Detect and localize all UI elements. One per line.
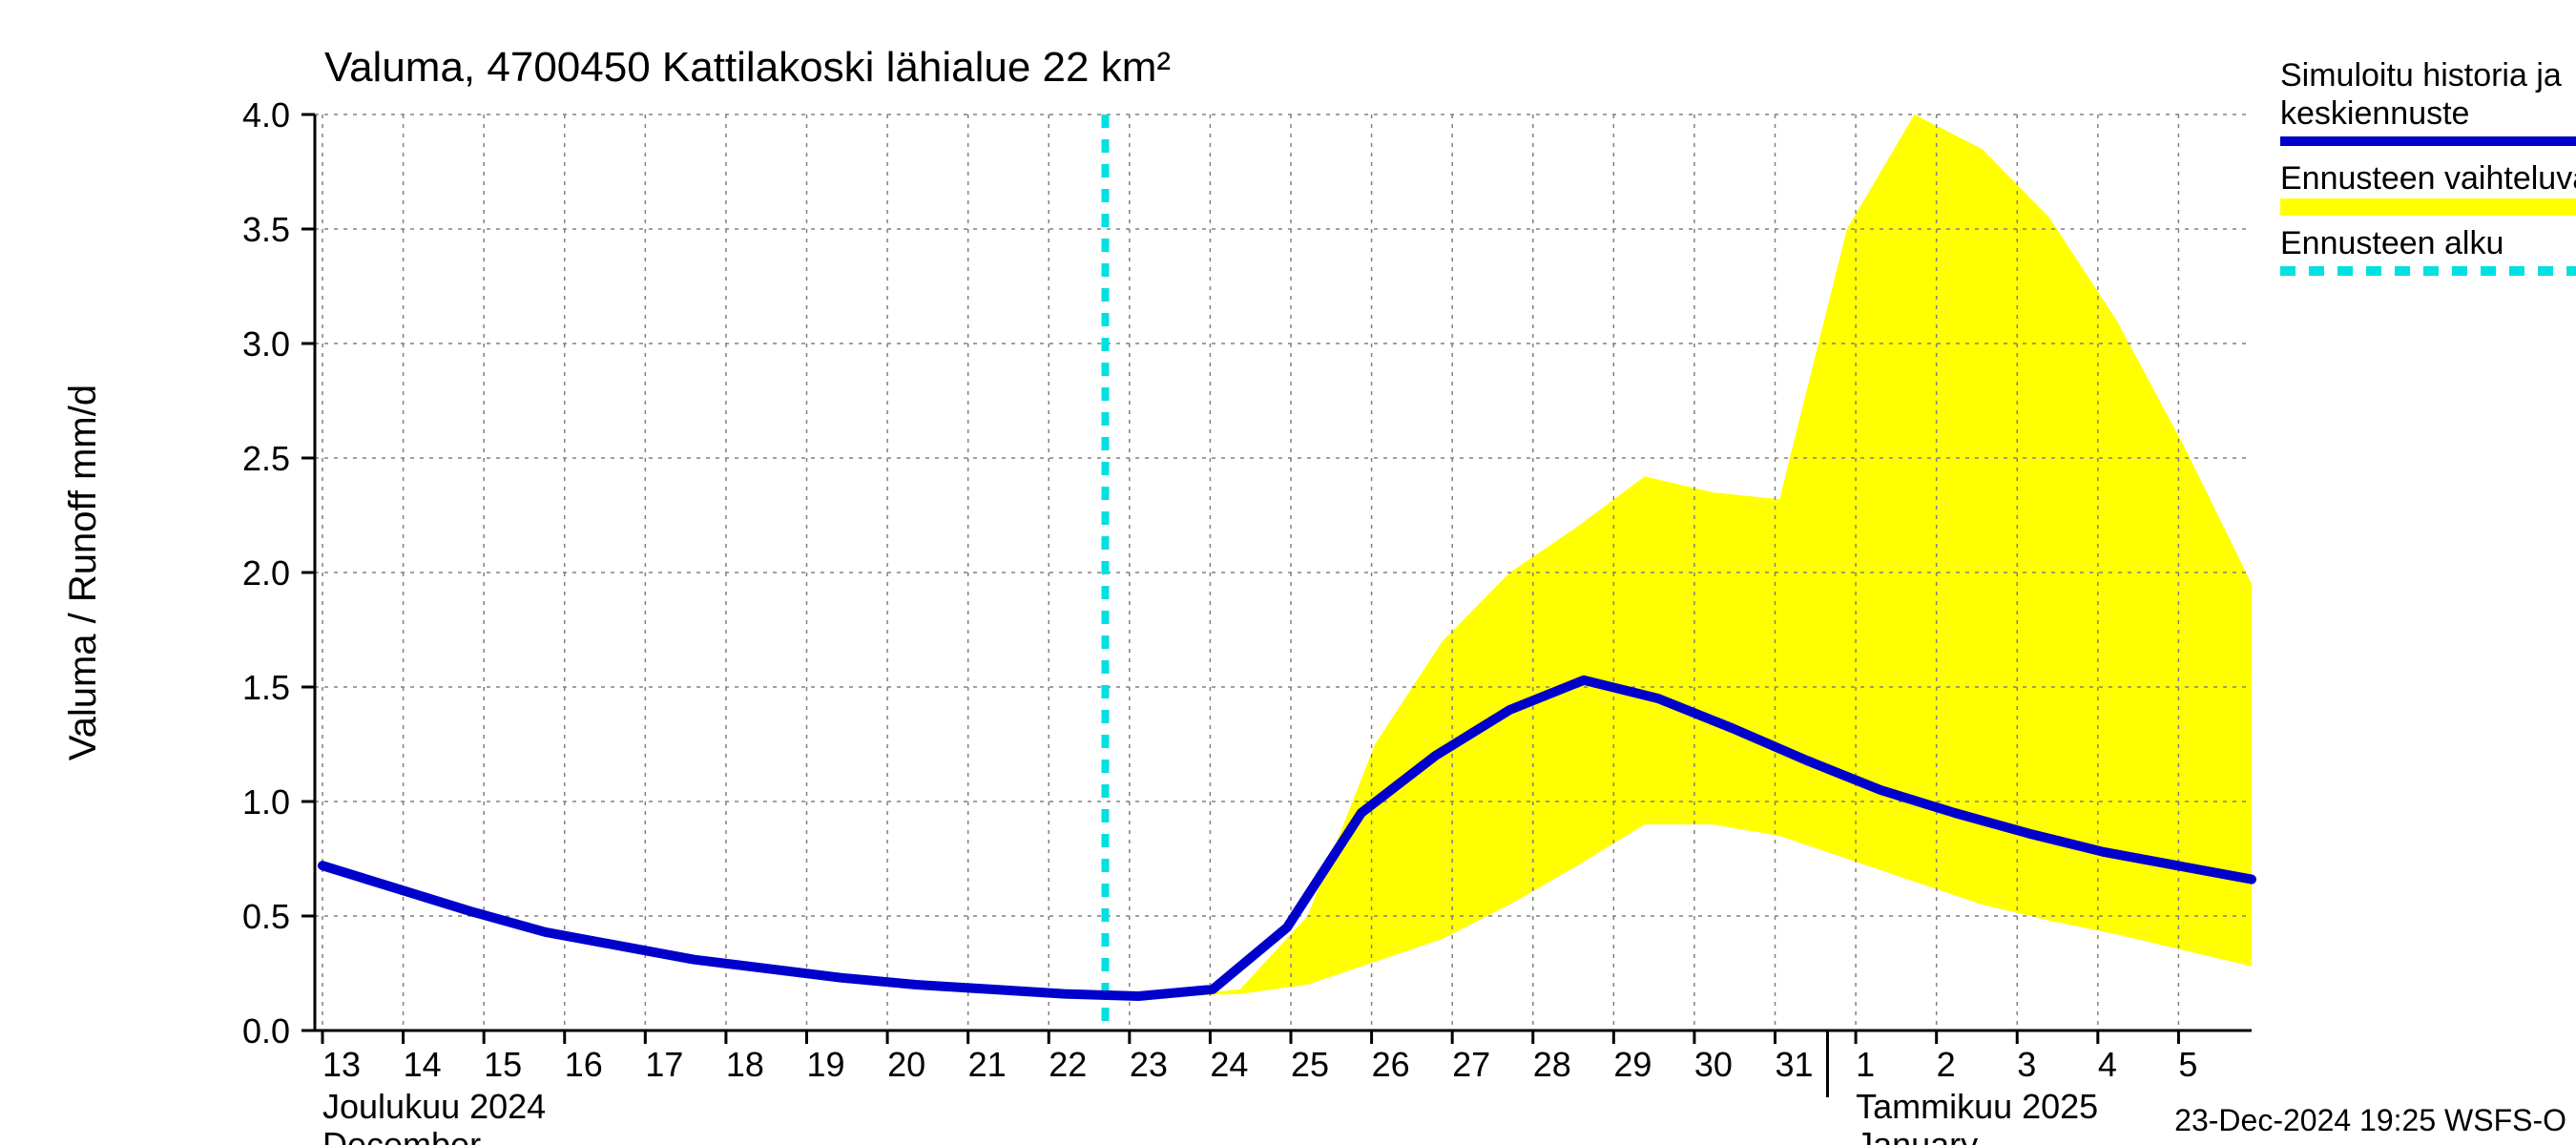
x-tick-label: 21 (968, 1045, 1007, 1084)
x-tick-label: 22 (1049, 1045, 1087, 1084)
chart-title: Valuma, 4700450 Kattilakoski lähialue 22… (324, 44, 1171, 91)
y-axis-title: Valuma / Runoff mm/d (62, 385, 104, 760)
y-tick-label: 1.0 (242, 782, 290, 822)
x-tick-label: 17 (645, 1045, 683, 1084)
y-tick-label: 1.5 (242, 668, 290, 707)
legend-label: Ennusteen vaihteluväli (2280, 160, 2576, 197)
y-tick-label: 3.5 (242, 210, 290, 249)
x-tick-label: 31 (1776, 1045, 1814, 1084)
legend-label: keskiennuste (2280, 95, 2469, 132)
x-tick-label: 29 (1613, 1045, 1652, 1084)
x-tick-label: 19 (807, 1045, 845, 1084)
x-tick-label: 27 (1452, 1045, 1490, 1084)
runoff-chart: 0.00.51.01.52.02.53.03.54.01314151617181… (0, 0, 2576, 1145)
x-tick-label: 23 (1130, 1045, 1168, 1084)
legend-swatch-area (2280, 198, 2576, 216)
x-tick-label: 20 (887, 1045, 925, 1084)
x-tick-label: 24 (1210, 1045, 1248, 1084)
legend-label: Ennusteen alku (2280, 225, 2503, 261)
legend-label: Simuloitu historia ja (2280, 57, 2562, 94)
x-tick-label: 15 (484, 1045, 522, 1084)
month-label: January (1856, 1125, 1978, 1145)
y-tick-label: 2.5 (242, 439, 290, 478)
x-tick-label: 14 (404, 1045, 442, 1084)
x-tick-label: 25 (1291, 1045, 1329, 1084)
footer-timestamp: 23-Dec-2024 19:25 WSFS-O (2174, 1103, 2566, 1137)
month-label: December (322, 1125, 481, 1145)
x-tick-label: 4 (2098, 1045, 2117, 1084)
month-label: Tammikuu 2025 (1856, 1087, 2098, 1126)
month-label: Joulukuu 2024 (322, 1087, 546, 1126)
x-tick-label: 1 (1856, 1045, 1875, 1084)
y-tick-label: 4.0 (242, 95, 290, 135)
y-tick-label: 3.0 (242, 324, 290, 364)
x-tick-label: 2 (1937, 1045, 1956, 1084)
x-tick-label: 30 (1694, 1045, 1733, 1084)
x-tick-label: 16 (565, 1045, 603, 1084)
x-tick-label: 13 (322, 1045, 361, 1084)
x-tick-label: 28 (1533, 1045, 1571, 1084)
x-tick-label: 5 (2178, 1045, 2197, 1084)
y-tick-label: 0.0 (242, 1011, 290, 1051)
y-tick-label: 0.5 (242, 897, 290, 936)
chart-container: 0.00.51.01.52.02.53.03.54.01314151617181… (0, 0, 2576, 1145)
x-tick-label: 3 (2017, 1045, 2036, 1084)
y-tick-label: 2.0 (242, 553, 290, 593)
x-tick-label: 26 (1372, 1045, 1410, 1084)
x-tick-label: 18 (726, 1045, 764, 1084)
